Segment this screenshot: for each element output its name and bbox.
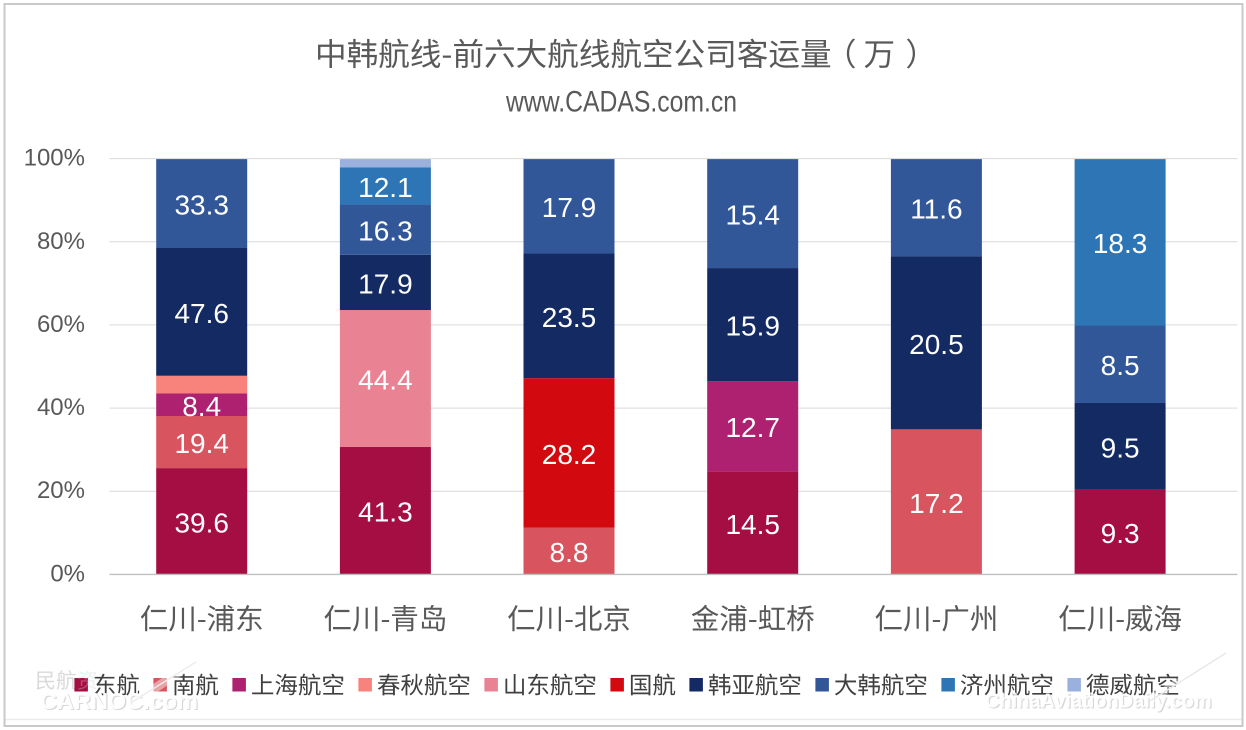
svg-text:17.2: 17.2: [909, 488, 964, 519]
svg-text:17.9: 17.9: [358, 268, 413, 299]
svg-text:www.CADAS.com.cn: www.CADAS.com.cn: [505, 86, 737, 119]
svg-text:39.6: 39.6: [174, 507, 229, 538]
svg-text:20%: 20%: [37, 477, 85, 504]
svg-text:18.3: 18.3: [1093, 228, 1148, 259]
svg-text:19.4: 19.4: [174, 428, 229, 459]
svg-text:8.4: 8.4: [182, 391, 221, 422]
svg-text:23.5: 23.5: [542, 302, 597, 333]
svg-text:40%: 40%: [37, 394, 85, 421]
svg-text:44.4: 44.4: [358, 365, 413, 396]
svg-text:15.9: 15.9: [725, 311, 780, 342]
svg-text:28.2: 28.2: [542, 439, 597, 470]
svg-text:ChinaAviationDaily.com: ChinaAviationDaily.com: [985, 691, 1212, 713]
svg-text:8.5: 8.5: [1101, 350, 1140, 381]
svg-text:9.3: 9.3: [1101, 518, 1140, 549]
svg-text:60%: 60%: [37, 311, 85, 338]
svg-text:0%: 0%: [50, 560, 85, 587]
svg-text:33.3: 33.3: [174, 189, 229, 220]
svg-text:41.3: 41.3: [358, 497, 413, 528]
svg-text:80%: 80%: [37, 228, 85, 255]
svg-text:CARNOC.com: CARNOC.com: [40, 688, 198, 714]
svg-text:16.3: 16.3: [358, 216, 413, 247]
svg-text:11.6: 11.6: [910, 194, 962, 225]
svg-text:17.9: 17.9: [542, 192, 597, 223]
svg-text:12.1: 12.1: [358, 172, 413, 203]
svg-text:14.5: 14.5: [725, 509, 780, 540]
svg-text:9.5: 9.5: [1101, 432, 1140, 463]
svg-text:8.8: 8.8: [550, 537, 589, 568]
svg-text:15.4: 15.4: [725, 199, 780, 230]
svg-text:12.7: 12.7: [725, 412, 780, 443]
svg-text:47.6: 47.6: [174, 298, 229, 329]
svg-text:100%: 100%: [24, 145, 85, 172]
svg-text:20.5: 20.5: [909, 329, 964, 360]
svg-text:CARNOC.com: CARNOC.com: [41, 689, 199, 715]
